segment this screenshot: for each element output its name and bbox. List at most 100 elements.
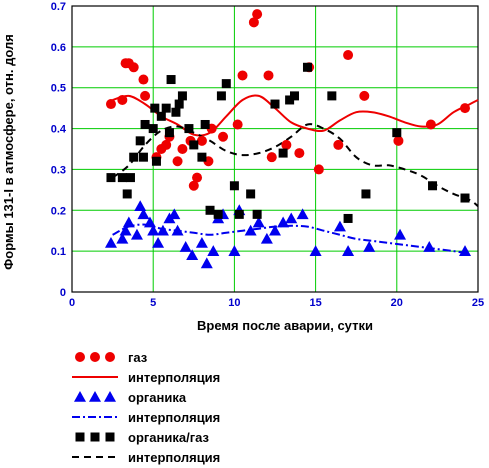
point-triangle-marker (207, 245, 220, 256)
legend-item: интерполяция (72, 410, 220, 425)
point-triangle-marker (168, 208, 181, 220)
point-circle-marker (105, 99, 116, 110)
point-circle-marker (359, 90, 370, 101)
point-triangle-marker (333, 220, 346, 232)
point-circle-marker (218, 131, 229, 142)
point-triangle-marker (252, 216, 265, 228)
point-square-marker (140, 119, 150, 129)
point-square-marker (122, 189, 132, 199)
x-tick-label: 20 (391, 297, 403, 309)
point-triangle-marker (394, 228, 407, 240)
point-triangle-marker (122, 216, 135, 228)
point-square-marker (246, 189, 256, 199)
x-tick-label: 0 (69, 297, 75, 309)
interpolation-line (112, 94, 479, 137)
point-circle-marker (232, 119, 243, 130)
point-square-marker (189, 140, 199, 150)
point-square-marker (252, 209, 262, 219)
point-circle-marker (105, 352, 115, 362)
point-square-marker (106, 173, 116, 183)
point-circle-marker (140, 90, 151, 101)
point-triangle-marker (152, 236, 165, 248)
point-triangle-marker (104, 391, 116, 402)
point-square-marker (234, 209, 244, 219)
legend: газ интерполяция органика интерполяция орган… (72, 350, 220, 465)
point-square-marker (117, 173, 127, 183)
point-triangle-marker (143, 216, 156, 228)
point-triangle-marker (195, 236, 208, 248)
point-square-marker (184, 124, 194, 134)
point-circle-marker (313, 164, 324, 175)
point-triangle-marker (200, 257, 213, 269)
point-triangle-marker (459, 245, 472, 256)
point-square-marker (156, 111, 166, 121)
point-series-triangle (104, 200, 472, 269)
legend-label: органика/газ (128, 430, 210, 445)
point-square-marker (200, 119, 210, 129)
point-triangle-marker (260, 232, 273, 244)
x-axis-title: Время после аварии, сутки (197, 318, 373, 333)
grid (71, 5, 479, 293)
point-square-marker (166, 75, 176, 85)
point-square-marker (171, 107, 181, 117)
point-triangle-marker (244, 224, 257, 236)
point-circle-marker (237, 70, 248, 81)
point-circle-marker (188, 180, 199, 191)
point-circle-marker (117, 94, 128, 105)
point-square-marker (343, 213, 353, 223)
point-triangle-marker (277, 216, 290, 228)
point-triangle-marker (156, 224, 169, 236)
point-triangle-marker (285, 212, 298, 224)
tick-labels: 0 5 10 15 20 25 0 0.1 0.2 0.3 0.4 0.5 0.6 0.7 (51, 1, 484, 309)
point-triangle-marker (134, 200, 147, 211)
x-tick-label: 25 (472, 297, 484, 309)
legend-item: газ (75, 350, 148, 365)
point-circle-marker (128, 62, 139, 73)
point-triangle-marker (363, 241, 376, 252)
point-series-square (106, 62, 470, 223)
point-circle-marker (425, 119, 436, 130)
point-circle-marker (172, 156, 183, 167)
point-square-marker (174, 99, 184, 109)
x-tick-label: 10 (228, 297, 240, 309)
point-triangle-marker (228, 245, 241, 256)
point-square-marker (361, 189, 371, 199)
point-square-marker (205, 205, 215, 215)
point-square-marker (289, 91, 299, 101)
point-circle-marker (138, 74, 149, 85)
point-square-marker (270, 99, 280, 109)
point-square-marker (138, 152, 148, 162)
point-triangle-marker (269, 224, 281, 236)
series-layer (104, 9, 479, 269)
point-triangle-marker (171, 224, 184, 236)
point-square-marker (90, 432, 100, 442)
point-square-marker (302, 62, 312, 72)
point-triangle-marker (309, 245, 322, 256)
plot-frame (71, 5, 479, 293)
point-square-marker (125, 173, 135, 183)
point-triangle-marker (137, 208, 150, 220)
legend-label: газ (128, 350, 148, 365)
point-circle-marker (192, 172, 203, 183)
point-square-marker (105, 432, 115, 442)
x-tick-label: 15 (309, 297, 321, 309)
point-square-marker (278, 148, 288, 158)
point-triangle-marker (186, 249, 199, 261)
point-square-marker (161, 103, 171, 113)
point-square-marker (428, 181, 438, 191)
point-triangle-marker (130, 228, 143, 240)
point-triangle-marker (296, 208, 309, 220)
point-square-marker (164, 128, 174, 138)
point-circle-marker (333, 139, 344, 150)
legend-item: органика/газ (75, 430, 210, 445)
point-square-marker (129, 152, 139, 162)
point-circle-marker (75, 352, 85, 362)
point-square-marker (151, 156, 161, 166)
y-axis-title: Формы 131-I в атмосфере, отн. доля (1, 34, 16, 270)
point-square-marker (460, 193, 470, 203)
y-tick-label: 0.1 (51, 246, 66, 258)
point-circle-marker (196, 135, 207, 146)
point-circle-marker (248, 17, 259, 28)
y-tick-label: 0.4 (51, 124, 67, 136)
